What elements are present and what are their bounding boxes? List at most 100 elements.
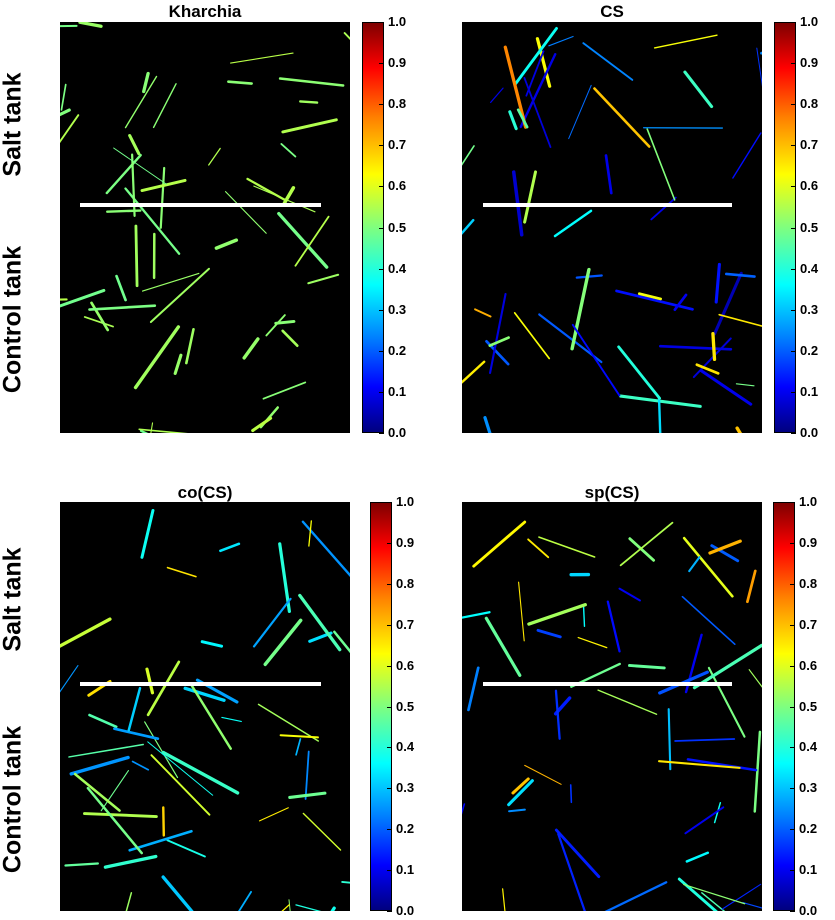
- colorbar-tick-label: 0.6: [388, 178, 407, 194]
- colorbar-tick-label: 0.3: [396, 780, 415, 796]
- root-streak: [138, 428, 188, 433]
- colorbar-tick-mark: [790, 870, 795, 872]
- root-streak: [262, 381, 307, 400]
- colorbar-tick-mark: [379, 433, 384, 434]
- root-streak: [684, 806, 725, 835]
- colorbar-tick-mark: [387, 583, 392, 585]
- root-streak: [242, 337, 260, 360]
- root-streak: [554, 689, 561, 740]
- root-streak: [224, 191, 267, 234]
- root-streak: [511, 777, 530, 795]
- root-streak: [553, 209, 593, 238]
- colorbar-tick-label: 0.4: [800, 260, 819, 276]
- root-streak: [150, 754, 211, 816]
- root-streak: [304, 750, 310, 800]
- root-streak: [221, 716, 242, 723]
- root-streak: [159, 166, 166, 229]
- root-streak: [140, 178, 187, 193]
- colorbar-tick-label: 0.9: [388, 55, 407, 71]
- root-streak: [502, 888, 506, 911]
- root-streak: [513, 26, 558, 86]
- row-label-control-tank-bottom: Control tank: [0, 725, 27, 874]
- root-streak: [69, 755, 130, 776]
- root-streak: [721, 883, 762, 910]
- root-streak: [507, 779, 534, 807]
- root-streak: [60, 665, 79, 693]
- root-streak: [508, 110, 518, 131]
- colorbar-tick-mark: [387, 788, 392, 790]
- colorbar-tick-mark: [387, 665, 392, 667]
- colorbar-tick-label: 0.0: [388, 425, 407, 440]
- root-streak: [302, 812, 342, 851]
- colorbar-tick-label: 0.2: [388, 342, 407, 358]
- colorbar-tick-mark: [791, 227, 796, 229]
- tank-separator-line: [483, 682, 732, 686]
- colorbar-tick-mark: [387, 870, 392, 872]
- root-streak: [538, 536, 596, 558]
- root-streak: [183, 686, 226, 702]
- root-streak: [219, 542, 241, 553]
- colorbar-tick-mark: [791, 104, 796, 106]
- root-streak: [257, 703, 320, 742]
- root-streak: [748, 669, 762, 688]
- root-streak: [582, 42, 634, 81]
- root-streak: [146, 660, 181, 717]
- root-streak: [710, 544, 740, 563]
- root-streak: [484, 616, 522, 677]
- root-streak: [278, 542, 291, 614]
- colorbar-tick-label: 1.0: [799, 494, 818, 509]
- root-streak: [718, 313, 762, 327]
- tank-separator-line: [80, 682, 321, 686]
- colorbar-tick-label: 0.5: [799, 698, 818, 714]
- root-streak: [615, 289, 694, 311]
- root-streak: [166, 566, 197, 578]
- root-streak: [508, 808, 526, 813]
- root-streak: [295, 738, 302, 756]
- colorbar-tick-mark: [387, 747, 392, 749]
- root-streak: [735, 383, 755, 387]
- root-segmentation-overlay: [60, 22, 350, 433]
- root-streak: [462, 611, 491, 619]
- colorbar-tick-label: 0.0: [800, 425, 819, 440]
- colorbar-tick-mark: [379, 63, 384, 65]
- root-streak: [307, 273, 340, 285]
- root-streak: [593, 87, 651, 148]
- colorbar-tick-label: 0.4: [388, 260, 407, 276]
- root-streak: [653, 34, 718, 49]
- root-streak: [688, 556, 701, 573]
- root-streak: [139, 429, 149, 433]
- root-streak: [686, 758, 758, 772]
- root-streak: [60, 288, 106, 308]
- colorbar-tick-mark: [791, 391, 796, 393]
- root-streak: [519, 53, 557, 129]
- root-streak: [524, 764, 562, 785]
- colorbar-tick-label: 0.4: [799, 739, 818, 755]
- colorbar-tick-mark: [791, 186, 796, 188]
- colorbar-tick-mark: [790, 747, 795, 749]
- colorbar-tick-label: 0.7: [800, 137, 819, 153]
- root-streak: [513, 311, 551, 360]
- root-streak: [732, 132, 762, 179]
- root-streak: [685, 851, 710, 863]
- root-streak: [246, 177, 286, 201]
- image-panel-co-cs: [60, 502, 350, 911]
- root-streak: [650, 196, 677, 221]
- colorbar-tick-mark: [790, 911, 795, 912]
- colorbar-tick-label: 0.8: [799, 575, 818, 591]
- root-streak: [692, 643, 762, 690]
- root-streak: [713, 801, 722, 824]
- root-streak: [628, 664, 666, 670]
- root-streak: [673, 293, 688, 312]
- root-streak: [125, 892, 133, 911]
- colorbar-tick-label: 0.1: [800, 383, 819, 399]
- root-streak: [523, 77, 552, 148]
- colorbar-tick-label: 0.1: [396, 862, 415, 878]
- panel-title-kharchia: Kharchia: [168, 2, 242, 21]
- colorbar-tick-mark: [790, 502, 795, 503]
- colorbar-tick-label: 0.1: [388, 383, 407, 399]
- root-streak: [683, 70, 714, 109]
- root-streak: [60, 83, 67, 111]
- root-streak: [619, 394, 702, 408]
- root-streak: [124, 75, 158, 129]
- root-streak: [618, 587, 641, 602]
